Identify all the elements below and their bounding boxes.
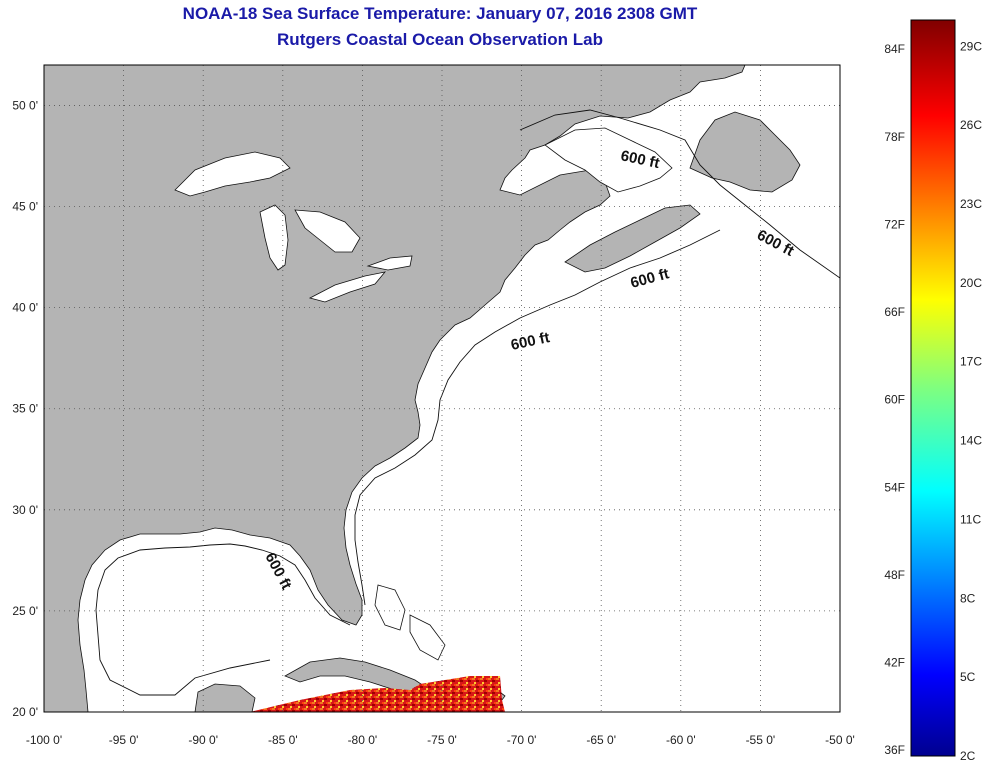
colorbar-celsius-label: 5C bbox=[960, 670, 976, 684]
bahamas-bank bbox=[374, 584, 446, 661]
colorbar-fahrenheit-label: 84F bbox=[884, 42, 905, 56]
colorbar-celsius-label: 20C bbox=[960, 276, 982, 290]
lake-ontario bbox=[366, 255, 413, 271]
lake-michigan bbox=[259, 204, 289, 271]
longitude-labels: -100 0' -95 0' -90 0' -85 0' -80 0' -75 0' -70… bbox=[26, 733, 855, 747]
colorbar bbox=[910, 19, 956, 757]
longitude-tick-label: -70 0' bbox=[507, 733, 537, 747]
latitude-tick-label: 20 0' bbox=[12, 705, 38, 719]
gulf-st-lawrence bbox=[544, 127, 673, 193]
colorbar-celsius-label: 17C bbox=[960, 355, 982, 369]
longitude-tick-label: -80 0' bbox=[348, 733, 378, 747]
lake-superior bbox=[174, 151, 291, 197]
bathymetry-contour bbox=[95, 109, 840, 696]
colorbar-fahrenheit-label: 36F bbox=[884, 743, 905, 757]
lake-erie bbox=[308, 271, 387, 303]
lake-huron bbox=[294, 209, 361, 253]
longitude-tick-label: -85 0' bbox=[268, 733, 298, 747]
colorbar-fahrenheit-label: 48F bbox=[884, 568, 905, 582]
longitude-tick-label: -60 0' bbox=[666, 733, 696, 747]
longitude-tick-label: -90 0' bbox=[188, 733, 218, 747]
sst-swath bbox=[250, 676, 505, 712]
longitude-tick-label: -55 0' bbox=[746, 733, 776, 747]
colorbar-celsius-label: 14C bbox=[960, 434, 982, 448]
colorbar-celsius-label: 29C bbox=[960, 39, 982, 53]
land-yucatan bbox=[194, 683, 256, 712]
colorbar-fahrenheit-label: 72F bbox=[884, 217, 905, 231]
longitude-tick-label: -50 0' bbox=[825, 733, 855, 747]
latitude-tick-label: 45 0' bbox=[12, 200, 38, 214]
colorbar-celsius-labels: 29C 26C 23C 20C 17C 14C 11C 8C 5C 2C bbox=[960, 39, 982, 763]
latitude-tick-label: 50 0' bbox=[12, 98, 38, 112]
longitude-tick-label: -75 0' bbox=[427, 733, 457, 747]
longitude-tick-label: -100 0' bbox=[26, 733, 62, 747]
land-nova-scotia bbox=[564, 204, 701, 273]
map-frame bbox=[43, 64, 841, 713]
latitude-tick-label: 25 0' bbox=[12, 604, 38, 618]
land-north-america bbox=[44, 65, 746, 712]
colorbar-celsius-label: 11C bbox=[960, 512, 981, 526]
land-newfoundland bbox=[689, 111, 801, 193]
colorbar-celsius-label: 8C bbox=[960, 591, 976, 605]
map-title: NOAA-18 Sea Surface Temperature: January… bbox=[182, 4, 698, 23]
latitude-tick-label: 35 0' bbox=[12, 402, 38, 416]
latitude-tick-label: 40 0' bbox=[12, 301, 38, 315]
colorbar-fahrenheit-label: 42F bbox=[884, 656, 905, 670]
colorbar-fahrenheit-label: 78F bbox=[884, 130, 905, 144]
map-subtitle: Rutgers Coastal Ocean Observation Lab bbox=[277, 30, 603, 49]
colorbar-fahrenheit-label: 66F bbox=[884, 305, 905, 319]
colorbar-celsius-label: 26C bbox=[960, 118, 982, 132]
colorbar-fahrenheit-labels: 84F 78F 72F 66F 60F 54F 48F 42F 36F bbox=[884, 42, 905, 757]
colorbar-celsius-label: 23C bbox=[960, 197, 982, 211]
longitude-tick-label: -95 0' bbox=[109, 733, 139, 747]
latitude-tick-label: 30 0' bbox=[12, 503, 38, 517]
colorbar-celsius-label: 2C bbox=[960, 749, 976, 763]
colorbar-fahrenheit-label: 54F bbox=[884, 480, 905, 494]
colorbar-fahrenheit-label: 60F bbox=[884, 393, 905, 407]
longitude-tick-label: -65 0' bbox=[586, 733, 616, 747]
latitude-labels: 20 0' 25 0' 30 0' 35 0' 40 0' 45 0' 50 0' bbox=[12, 98, 38, 719]
